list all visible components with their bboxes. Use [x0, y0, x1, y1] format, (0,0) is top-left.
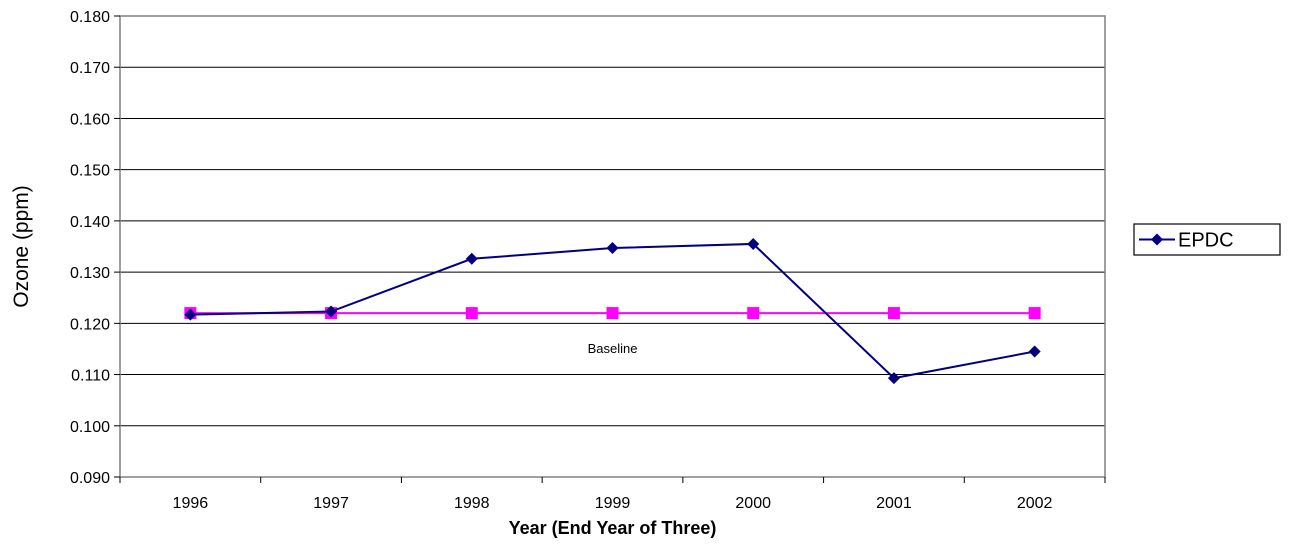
- y-axis-title: Ozone (ppm): [10, 185, 33, 308]
- series-epdc: [184, 237, 1041, 385]
- y-tick-label: 0.130: [70, 265, 110, 282]
- legend-label-epdc: EPDC: [1178, 230, 1234, 252]
- axes: 0.090 0.100 0.110 0.120 0.130 0.140 0.150 0.160…: [70, 9, 1106, 512]
- gridlines: [120, 66, 1105, 427]
- data-point-square: [465, 307, 478, 320]
- y-tick-label: 0.120: [70, 316, 110, 333]
- data-point-square: [747, 307, 760, 320]
- plot-area-frame: [119, 15, 1106, 478]
- data-point-diamond: [747, 237, 760, 250]
- data-point-diamond: [465, 252, 478, 265]
- y-tick-label: 0.090: [70, 470, 110, 487]
- data-point-diamond: [887, 372, 900, 385]
- data-point-diamond: [184, 308, 197, 321]
- x-tick-label: 2000: [735, 495, 771, 512]
- y-tick-label: 0.180: [70, 9, 110, 26]
- legend[interactable]: EPDC: [1133, 223, 1281, 256]
- data-point-diamond: [606, 242, 619, 255]
- x-tick-label: 2001: [876, 495, 912, 512]
- y-tick-label: 0.150: [70, 163, 110, 180]
- y-tick-label: 0.140: [70, 214, 110, 231]
- y-tick-label: 0.100: [70, 419, 110, 436]
- series-baseline: [184, 307, 1041, 320]
- data-point-diamond: [1028, 345, 1041, 358]
- legend-marker-diamond: [1151, 233, 1163, 246]
- data-point-diamond: [325, 305, 338, 318]
- data-point-square: [606, 307, 619, 320]
- series-lines: [184, 237, 1041, 385]
- x-tick-label: 2002: [1017, 495, 1053, 512]
- data-point-square: [887, 307, 900, 320]
- x-tick-label: 1997: [313, 495, 349, 512]
- x-tick-label: 1996: [173, 495, 209, 512]
- y-tick-label: 0.170: [70, 60, 110, 77]
- data-point-square: [1028, 307, 1041, 320]
- x-tick-label: 1998: [454, 495, 490, 512]
- annotation-label: Baseline: [588, 341, 638, 356]
- x-tick-label: 1999: [595, 495, 631, 512]
- x-axis-title: Year (End Year of Three): [509, 518, 717, 538]
- annotations: Baseline: [588, 341, 638, 356]
- y-tick-label: 0.110: [71, 368, 110, 385]
- y-tick-label: 0.160: [70, 111, 110, 128]
